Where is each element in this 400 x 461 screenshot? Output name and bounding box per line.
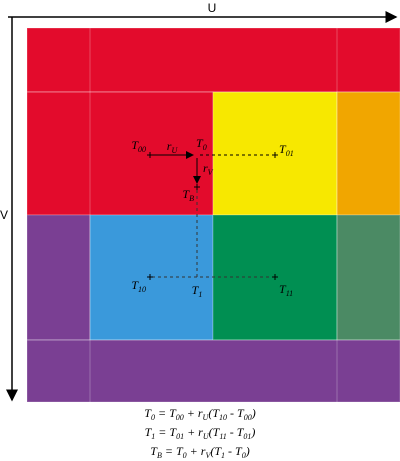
texel bbox=[336, 214, 400, 341]
subscript: U bbox=[203, 432, 210, 441]
subscript: 00 bbox=[244, 413, 252, 422]
symbol: r bbox=[203, 161, 208, 175]
subscript: V bbox=[205, 451, 211, 460]
texel bbox=[336, 91, 400, 216]
symbol: ) bbox=[251, 406, 256, 420]
subscript: 1 bbox=[198, 290, 202, 299]
interpolation-lines bbox=[152, 151, 273, 278]
symbol: T bbox=[196, 136, 204, 150]
symbol: r bbox=[198, 425, 203, 439]
symbol: r bbox=[201, 444, 206, 458]
symbol: - bbox=[225, 444, 235, 458]
symbol: T bbox=[169, 425, 177, 439]
subscript: 1 bbox=[151, 432, 155, 441]
weight-label: rU​ bbox=[167, 139, 179, 155]
subscript: 0 bbox=[183, 451, 187, 460]
subscript: 11 bbox=[286, 289, 293, 298]
symbol: T bbox=[279, 142, 287, 156]
symbol: r bbox=[167, 139, 172, 153]
symbol: - bbox=[227, 425, 237, 439]
weight-label: rV​ bbox=[203, 161, 214, 177]
symbol: T bbox=[213, 425, 221, 439]
texel bbox=[26, 214, 91, 341]
symbol: T bbox=[237, 425, 245, 439]
subscript: 01 bbox=[286, 149, 294, 158]
symbol: T bbox=[176, 444, 184, 458]
subscript: 00 bbox=[138, 145, 146, 154]
v-label: V bbox=[0, 208, 8, 222]
symbol: T bbox=[237, 406, 245, 420]
texel bbox=[26, 339, 400, 403]
symbol: + bbox=[187, 444, 201, 458]
point-label: T00​ bbox=[131, 138, 146, 154]
subscript: 10 bbox=[219, 413, 227, 422]
symbol: ) bbox=[250, 425, 255, 439]
subscript: V bbox=[208, 168, 214, 177]
symbol: ( bbox=[210, 444, 215, 458]
symbol: r bbox=[198, 406, 203, 420]
subscript: 01 bbox=[176, 432, 184, 441]
symbol: T bbox=[145, 425, 153, 439]
texel bbox=[26, 91, 214, 216]
symbol: T bbox=[214, 444, 222, 458]
symbol: - bbox=[227, 406, 237, 420]
symbol: T bbox=[182, 187, 190, 201]
symbol: ( bbox=[209, 425, 214, 439]
subscript: 01 bbox=[243, 432, 251, 441]
point-label: T01​ bbox=[279, 142, 294, 158]
point-label: T0​ bbox=[196, 136, 207, 152]
u-label: U bbox=[208, 1, 217, 15]
point-label: T1​ bbox=[192, 283, 203, 299]
texel bbox=[26, 27, 400, 93]
symbol: T bbox=[279, 282, 287, 296]
symbol: ( bbox=[208, 406, 213, 420]
subscript: 1 bbox=[221, 451, 225, 460]
symbol: + bbox=[184, 406, 198, 420]
texture-grid bbox=[26, 27, 400, 403]
equation: TB​ = T0​ + rV​(T1​ - T0​) bbox=[150, 444, 249, 460]
symbol: T bbox=[144, 406, 152, 420]
symbol: + bbox=[184, 425, 198, 439]
symbol: = bbox=[155, 406, 169, 420]
subscript: 0 bbox=[151, 413, 155, 422]
symbol: T bbox=[212, 406, 220, 420]
symbol: ) bbox=[245, 444, 250, 458]
subscript: 10 bbox=[138, 285, 146, 294]
symbol: T bbox=[150, 444, 158, 458]
subscript: U bbox=[203, 413, 210, 422]
point-label: T11​ bbox=[279, 282, 293, 298]
subscript: U bbox=[171, 146, 178, 155]
equation: T0​ = T00​ + rU​(T10​ - T00​) bbox=[144, 406, 255, 422]
subscript: 11 bbox=[219, 432, 226, 441]
symbol: T bbox=[169, 406, 177, 420]
symbol: = bbox=[155, 425, 169, 439]
symbol: = bbox=[162, 444, 176, 458]
symbol: T bbox=[131, 278, 139, 292]
subscript: 0 bbox=[242, 451, 246, 460]
point-label: TB​ bbox=[182, 187, 194, 203]
subscript: 00 bbox=[176, 413, 184, 422]
subscript: 0 bbox=[203, 143, 207, 152]
equation: T1​ = T01​ + rU​(T11​ - T01​) bbox=[145, 425, 256, 441]
subscript: B bbox=[157, 451, 162, 460]
symbol: T bbox=[235, 444, 243, 458]
symbol: T bbox=[131, 138, 139, 152]
point-label: T10​ bbox=[131, 278, 146, 294]
symbol: T bbox=[192, 283, 200, 297]
subscript: B bbox=[189, 194, 194, 203]
